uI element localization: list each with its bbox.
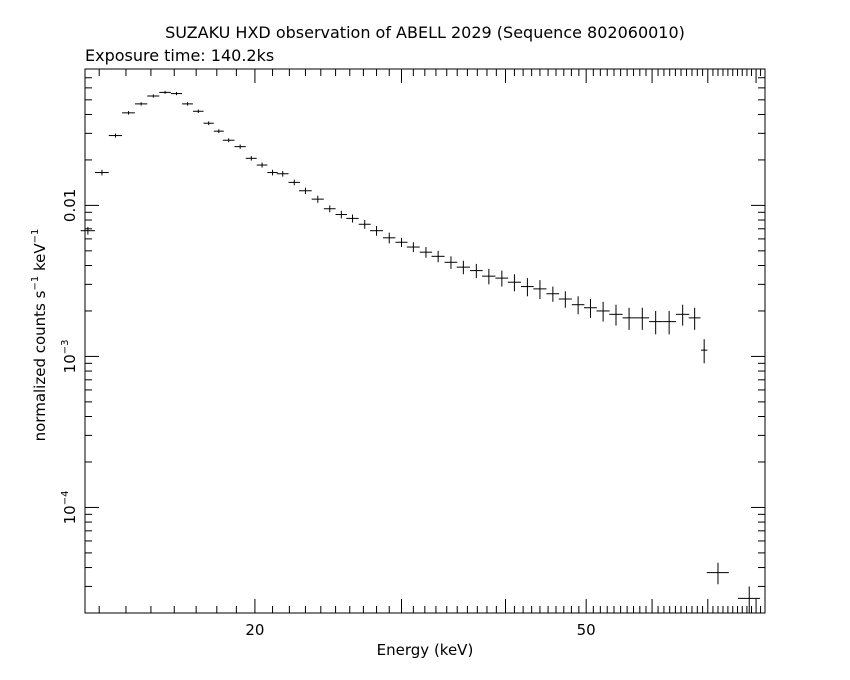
- data-point: [558, 291, 572, 308]
- data-point: [701, 339, 708, 364]
- data-point: [395, 237, 408, 248]
- data-point: [122, 111, 135, 115]
- y-axis-label-prefix: normalized counts s: [31, 290, 49, 441]
- data-point: [299, 187, 312, 194]
- y-tick-label-exponent: −3: [60, 339, 71, 354]
- data-point: [546, 286, 560, 302]
- data-points: [80, 90, 761, 613]
- y-axis-label-sup2: −1: [30, 229, 41, 244]
- y-tick-label-base: 10: [61, 354, 79, 373]
- data-point: [346, 214, 359, 223]
- data-point: [635, 307, 650, 330]
- y-axis-label: normalized counts s−1 keV−1: [30, 229, 49, 442]
- data-point: [649, 310, 663, 335]
- data-point: [662, 310, 676, 335]
- data-point: [706, 562, 729, 585]
- data-point: [335, 210, 347, 219]
- data-point: [609, 304, 623, 326]
- data-point: [507, 274, 521, 292]
- y-tick-label: 10−4: [60, 491, 79, 525]
- y-tick-label: 10−3: [60, 339, 79, 373]
- data-point: [583, 298, 597, 318]
- x-axis-label: Energy (keV): [377, 641, 474, 659]
- data-point: [469, 263, 483, 279]
- data-point: [182, 102, 193, 106]
- data-point: [94, 169, 109, 176]
- data-point: [311, 195, 324, 203]
- data-point: [147, 94, 160, 98]
- data-point: [406, 242, 420, 253]
- data-point: [571, 296, 585, 315]
- data-point: [675, 304, 690, 326]
- data-point: [520, 278, 534, 297]
- data-point: [234, 144, 246, 149]
- data-point: [192, 109, 204, 114]
- y-axis-label-sup1: −1: [30, 276, 41, 291]
- data-point: [256, 162, 268, 168]
- data-point: [622, 307, 636, 330]
- data-point: [738, 586, 761, 613]
- data-point: [495, 270, 509, 287]
- y-tick-label-exponent: −4: [60, 491, 71, 506]
- data-point: [170, 92, 183, 96]
- data-point: [245, 156, 257, 161]
- data-point: [370, 226, 383, 236]
- y-tick-label-base: 10: [61, 505, 79, 524]
- y-tick-label: 0.01: [61, 189, 79, 222]
- data-point: [456, 260, 470, 275]
- y-axis-label-mid: keV: [31, 243, 49, 276]
- data-point: [108, 133, 123, 138]
- plot-frame: [84, 68, 766, 614]
- data-point: [203, 121, 214, 126]
- data-point: [596, 301, 610, 322]
- data-point: [358, 220, 371, 229]
- data-point: [533, 280, 547, 299]
- data-point: [382, 232, 396, 244]
- data-point: [444, 256, 458, 269]
- y-axis-ticks: [85, 68, 765, 614]
- chart-title: SUZAKU HXD observation of ABELL 2029 (Se…: [165, 23, 685, 42]
- data-point: [159, 90, 171, 94]
- x-axis-tick-labels: 20 50: [245, 621, 595, 639]
- data-point: [213, 129, 224, 134]
- data-point: [134, 102, 148, 106]
- x-tick-label: 20: [245, 621, 264, 639]
- data-point: [80, 226, 95, 235]
- data-point: [323, 205, 336, 213]
- data-point: [688, 307, 701, 330]
- data-point: [419, 247, 433, 258]
- x-axis-ticks: [98, 69, 766, 613]
- data-point: [482, 268, 496, 285]
- data-point: [222, 138, 235, 143]
- data-point: [288, 179, 300, 186]
- x-tick-label: 50: [577, 621, 596, 639]
- data-point: [276, 170, 289, 177]
- data-point: [267, 169, 278, 176]
- data-point: [431, 250, 445, 263]
- chart-subtitle: Exposure time: 140.2ks: [85, 46, 274, 65]
